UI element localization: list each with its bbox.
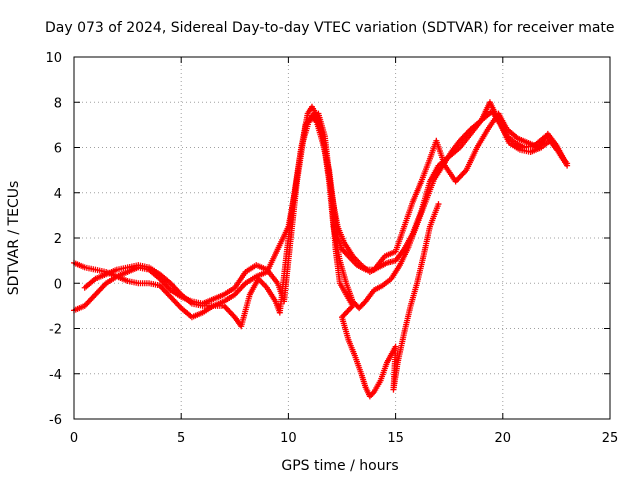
x-tick-label: 5 — [177, 431, 185, 446]
series-trace-d — [315, 110, 442, 400]
y-tick-label: -2 — [49, 323, 62, 338]
y-tick-label: -6 — [49, 413, 62, 428]
data-marks — [71, 99, 571, 400]
y-tick-label: 6 — [54, 142, 62, 157]
y-tick-label: -4 — [49, 368, 62, 383]
data-point — [564, 162, 571, 169]
x-tick-label: 20 — [495, 431, 512, 446]
y-axis-label: SDTVAR / TECUs — [6, 181, 22, 296]
x-tick-label: 0 — [70, 431, 78, 446]
x-tick-label: 15 — [387, 431, 404, 446]
x-tick-label: 25 — [602, 431, 619, 446]
axis-ticks: 0 5 10 15 20 25 -6 -4 -2 0 2 4 6 8 10 — [45, 51, 618, 446]
series-trace-c — [81, 110, 568, 330]
y-tick-label: 4 — [54, 187, 62, 202]
chart-title: Day 073 of 2024, Sidereal Day-to-day VTE… — [45, 20, 615, 36]
y-tick-label: 2 — [54, 232, 62, 247]
x-axis-label: GPS time / hours — [281, 458, 398, 474]
y-tick-label: 8 — [54, 96, 62, 111]
y-tick-label: 10 — [45, 51, 62, 66]
x-tick-label: 10 — [280, 431, 297, 446]
y-tick-label: 0 — [54, 277, 62, 292]
data-point — [435, 201, 442, 208]
data-point — [561, 158, 568, 165]
